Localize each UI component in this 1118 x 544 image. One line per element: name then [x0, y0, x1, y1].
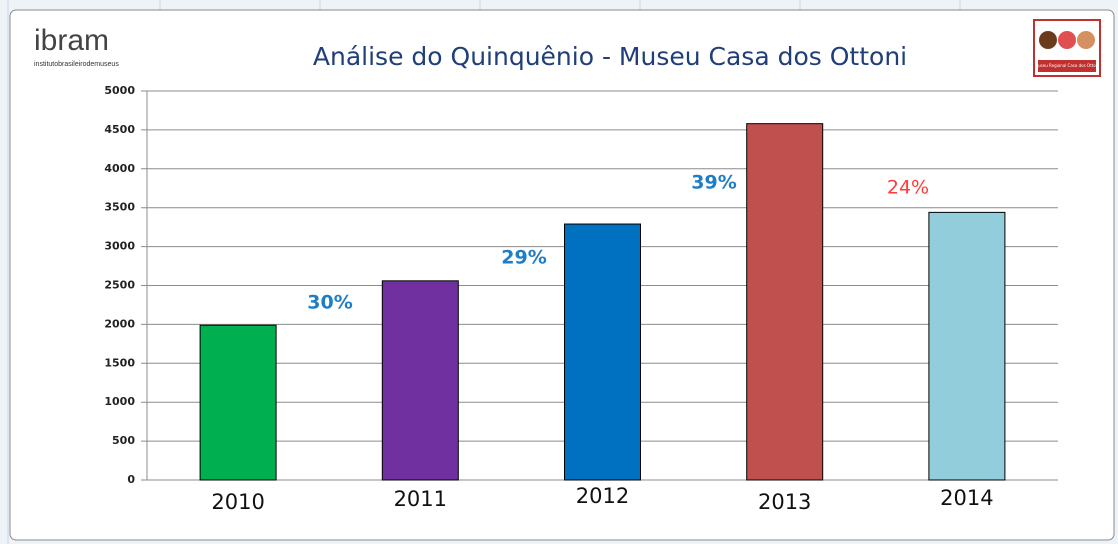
- badge-icon: [1058, 31, 1076, 49]
- bar: [929, 212, 1005, 480]
- chart-title: Análise do Quinquênio - Museu Casa dos O…: [313, 42, 907, 71]
- annotation: 29%: [501, 247, 546, 269]
- x-tick-label: 2010: [211, 490, 264, 514]
- y-tick-label: 3500: [104, 201, 135, 214]
- logo-subtitle: institutobrasileirodemuseus: [34, 61, 119, 68]
- y-tick-label: 3000: [104, 240, 135, 253]
- x-tick-label: 2011: [394, 487, 447, 511]
- y-tick-label: 1500: [104, 356, 135, 369]
- badge-icon: [1039, 31, 1057, 49]
- y-tick-label: 2000: [104, 317, 135, 330]
- y-tick-label: 2500: [104, 279, 135, 292]
- logo-text: ibram: [34, 24, 109, 57]
- badge-icon: [1077, 31, 1095, 49]
- y-tick-label: 500: [112, 434, 135, 447]
- annotation: 30%: [307, 292, 352, 314]
- annotation: 39%: [691, 172, 736, 194]
- bar: [747, 124, 823, 480]
- bar: [382, 281, 458, 480]
- x-tick-label: 2014: [940, 486, 993, 510]
- y-tick-label: 5000: [104, 84, 135, 97]
- y-tick-label: 0: [127, 473, 135, 486]
- bar: [565, 224, 641, 480]
- bar: [200, 325, 276, 480]
- x-tick-label: 2013: [758, 490, 811, 514]
- y-tick-label: 4500: [104, 123, 135, 136]
- screenshot: ibram institutobrasileirodemuseus Museu …: [0, 0, 1118, 544]
- y-tick-label: 4000: [104, 162, 135, 175]
- annotation: 24%: [887, 177, 929, 199]
- x-tick-label: 2012: [576, 484, 629, 508]
- y-tick-label: 1000: [104, 395, 135, 408]
- badge-text: Museu Regional Casa dos Ottoni: [1035, 63, 1100, 68]
